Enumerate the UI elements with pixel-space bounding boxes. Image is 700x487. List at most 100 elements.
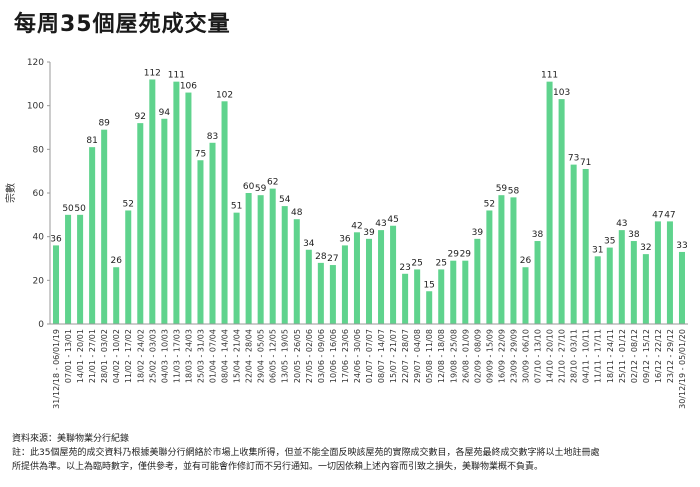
bar-value-label: 112 (144, 68, 161, 78)
x-tick-label: 30/09 - 06/10 (521, 329, 530, 383)
bar (594, 256, 601, 324)
bar (426, 291, 433, 324)
bar (534, 241, 541, 324)
bar (305, 249, 312, 324)
bar-value-label: 31 (592, 245, 603, 255)
bar-value-label: 111 (168, 71, 185, 81)
bar-value-label: 33 (676, 241, 687, 251)
bar (450, 260, 457, 324)
x-tick-label: 11/02 - 17/02 (124, 329, 133, 383)
bar-value-label: 83 (207, 132, 218, 142)
bar (89, 147, 96, 324)
bar-value-label: 103 (553, 88, 570, 98)
bar-value-label: 38 (532, 230, 544, 240)
bar-value-label: 45 (387, 215, 398, 225)
bar (329, 265, 336, 324)
bar (666, 221, 673, 324)
bar-value-label: 62 (267, 178, 278, 188)
bar (137, 123, 144, 324)
bar-value-label: 47 (664, 210, 675, 220)
bar-value-label: 52 (484, 199, 495, 209)
bar-value-label: 50 (74, 204, 86, 214)
bar (642, 254, 649, 324)
bar-value-label: 54 (279, 195, 291, 205)
x-tick-label: 20/05 - 26/05 (293, 329, 302, 383)
bar (245, 193, 252, 324)
bar (618, 230, 625, 324)
bar (353, 232, 360, 324)
bar-value-label: 102 (216, 90, 233, 100)
disclaimer-line-1: 註：此35個屋苑的成交資料乃根據美聯分行網絡於市場上收集所得，但並不能全面反映該… (12, 448, 600, 458)
x-tick-label: 31/12/18 - 06/01/19 (52, 329, 61, 409)
x-tick-label: 11/03 - 17/03 (172, 329, 181, 383)
bar (582, 168, 589, 324)
y-tick-label: 100 (27, 102, 44, 112)
x-tick-label: 03/06 - 09/06 (317, 329, 326, 383)
x-tick-label: 29/07 - 04/08 (413, 329, 422, 383)
x-tick-label: 02/12 - 08/12 (630, 329, 639, 383)
x-tick-label: 14/10 - 20/10 (546, 329, 555, 383)
bar (221, 101, 228, 324)
bar-value-label: 28 (315, 252, 327, 262)
bar-value-label: 23 (399, 263, 410, 273)
x-tick-label: 16/09 - 22/09 (497, 329, 506, 383)
bar (161, 118, 168, 325)
bar (233, 212, 240, 324)
x-tick-label: 30/12/19 - 05/01/20 (678, 329, 687, 409)
disclaimer-line-2: 所提供為準。以上為臨時數字，僅供參考，並有可能會作修訂而不另行通知。一切因依賴上… (12, 462, 544, 472)
x-tick-label: 07/10 - 13/10 (534, 329, 543, 383)
chart-title: 每周35個屋苑成交量 (14, 12, 231, 37)
bar (606, 247, 613, 324)
bar (293, 219, 300, 324)
bar-value-label: 51 (231, 202, 242, 212)
bar-value-label: 39 (472, 228, 484, 238)
x-tick-label: 08/07 - 14/07 (377, 329, 386, 383)
bar-value-label: 38 (628, 230, 640, 240)
bar-value-label: 111 (541, 71, 558, 81)
x-tick-label: 21/01 - 27/01 (88, 329, 97, 383)
bar-value-label: 73 (568, 154, 579, 164)
y-tick-label: 120 (27, 58, 44, 68)
bar (522, 267, 529, 324)
y-axis-label: 宗數 (4, 183, 17, 203)
bar (125, 210, 132, 324)
bar (654, 221, 661, 324)
bar (678, 251, 685, 324)
bar (365, 238, 373, 324)
x-tick-label: 12/08 - 18/08 (437, 329, 446, 383)
x-tick-label: 07/01 - 13/01 (64, 329, 73, 383)
bar (209, 142, 216, 324)
x-tick-label: 14/01 - 20/01 (76, 329, 85, 383)
bar-value-label: 36 (339, 234, 351, 244)
bar-value-label: 43 (375, 219, 386, 229)
x-tick-label: 15/04 - 21/04 (233, 329, 242, 383)
x-tick-label: 26/08 - 01/09 (461, 329, 470, 383)
x-tick-label: 02/09 - 08/09 (473, 329, 482, 383)
x-tick-label: 09/12 - 15/12 (642, 329, 651, 383)
bar (438, 269, 445, 324)
x-tick-label: 06/05 - 12/05 (269, 329, 278, 383)
bar (402, 273, 409, 324)
bar (341, 245, 348, 324)
bar-value-label: 15 (423, 280, 434, 290)
bar-value-label: 52 (123, 199, 134, 209)
x-tick-label: 22/07 - 28/07 (401, 329, 410, 383)
bar (317, 262, 324, 324)
bar (414, 269, 421, 324)
bar (53, 245, 60, 324)
x-tick-label: 19/08 - 25/08 (449, 329, 458, 383)
x-tick-label: 17/06 - 23/06 (341, 329, 350, 383)
bar (498, 195, 505, 324)
y-axis: 0 20 40 60 80 100 120 (27, 58, 51, 330)
bar-value-label: 35 (604, 237, 615, 247)
x-tick-label: 16/12 - 22/12 (654, 329, 663, 383)
bar (197, 160, 204, 324)
bar-value-label: 59 (496, 184, 508, 194)
x-tick-label: 18/11 - 24/11 (606, 329, 615, 383)
bar-value-label: 47 (652, 210, 663, 220)
bar-value-label: 94 (159, 108, 171, 118)
x-tick-label: 10/06 - 16/06 (329, 329, 338, 383)
x-tick-label: 22/04 - 28/04 (245, 329, 254, 383)
